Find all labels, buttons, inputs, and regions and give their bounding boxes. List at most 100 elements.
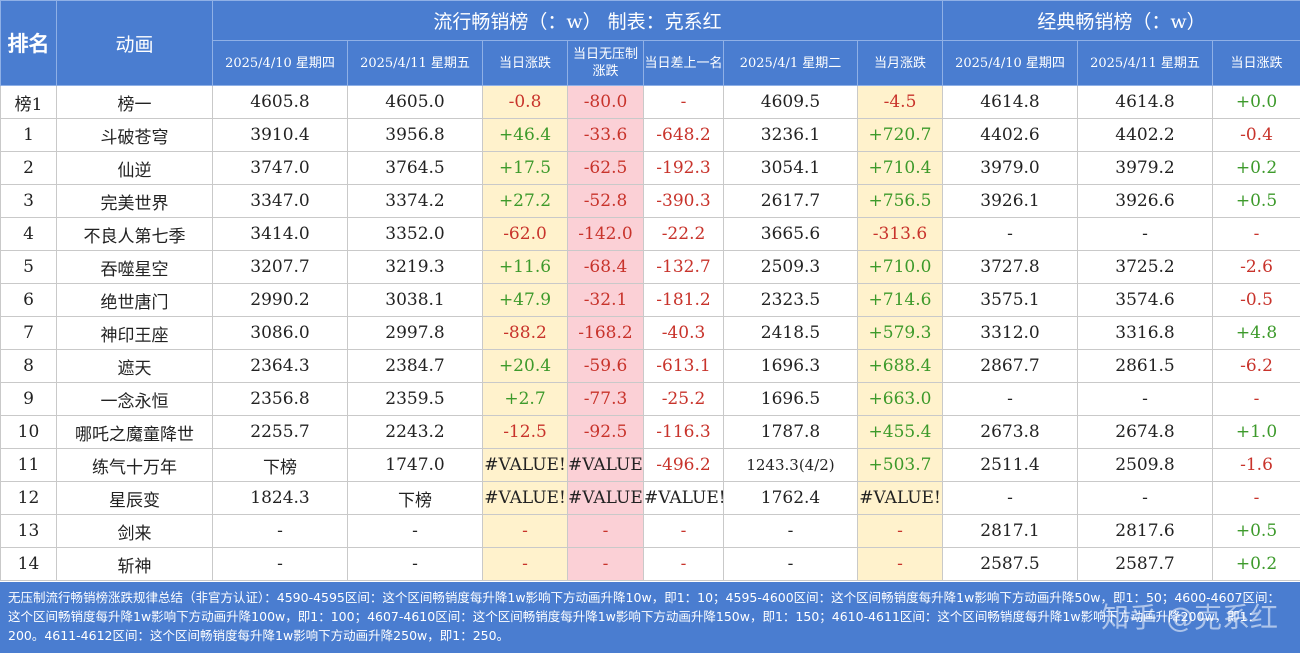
table-cell: -	[942, 382, 1079, 416]
table-cell: -	[482, 547, 568, 581]
table-cell: 4614.8	[1077, 85, 1214, 119]
table-cell: -	[1212, 481, 1300, 515]
table-cell: -33.6	[567, 118, 644, 152]
table-cell: -	[1212, 382, 1300, 416]
table-cell: 2323.5	[723, 283, 858, 317]
table-cell: 3352.0	[347, 217, 483, 251]
table-cell: -496.2	[643, 448, 724, 482]
table-cell: -	[1077, 382, 1214, 416]
table-cell: -	[567, 547, 644, 581]
table-cell: -	[643, 85, 724, 119]
table-cell: -	[942, 481, 1079, 515]
table-cell: -1.6	[1212, 448, 1300, 482]
table-cell: -	[856, 547, 944, 581]
table-cell: -62.5	[567, 151, 644, 185]
table-cell: 斩神	[56, 547, 213, 581]
table-cell: -68.4	[567, 250, 644, 284]
header-cell: 2025/4/11 星期五	[1077, 40, 1214, 86]
table-cell: 12	[0, 481, 57, 515]
table-cell: 3207.7	[212, 250, 348, 284]
table-cell: -52.8	[567, 184, 644, 218]
table-cell: 遮天	[56, 349, 213, 383]
table-cell: 2674.8	[1077, 415, 1214, 449]
table-cell: 7	[0, 316, 57, 350]
table-cell: 1696.5	[723, 382, 858, 416]
table-cell: +503.7	[856, 448, 944, 482]
table-cell: 2997.8	[347, 316, 483, 350]
table-row: 3 完美世界 3347.0 3374.2 +27.2 -52.8 -390.3 2617.7 +…	[0, 184, 1300, 218]
table-cell: 神印王座	[56, 316, 213, 350]
table-cell: 3086.0	[212, 316, 348, 350]
table-cell: 13	[0, 514, 57, 548]
table-cell: 3347.0	[212, 184, 348, 218]
table-cell: 4609.5	[723, 85, 858, 119]
table-cell: 2511.4	[942, 448, 1079, 482]
table-cell: 2861.5	[1077, 349, 1214, 383]
table-cell: 3665.6	[723, 217, 858, 251]
table-cell: +455.4	[856, 415, 944, 449]
table-cell: 星辰变	[56, 481, 213, 515]
table-cell: -6.2	[1212, 349, 1300, 383]
table-cell: -12.5	[482, 415, 568, 449]
table-cell: 2817.6	[1077, 514, 1214, 548]
table-cell: 完美世界	[56, 184, 213, 218]
table-cell: 1747.0	[347, 448, 483, 482]
table-cell: 1243.3(4/2)	[723, 448, 858, 482]
table-cell: #VALUE!	[482, 481, 568, 515]
table-cell: -22.2	[643, 217, 724, 251]
table-cell: 3764.5	[347, 151, 483, 185]
table-cell: +756.5	[856, 184, 944, 218]
table-cell: -	[347, 547, 483, 581]
table-cell: +11.6	[482, 250, 568, 284]
table-cell: -168.2	[567, 316, 644, 350]
table-cell: 3038.1	[347, 283, 483, 317]
table-cell: 哪吒之魔童降世	[56, 415, 213, 449]
table-cell: 1787.8	[723, 415, 858, 449]
table-cell: -	[1212, 217, 1300, 251]
table-cell: -	[1077, 217, 1214, 251]
table-cell: 2418.5	[723, 316, 858, 350]
table-cell: 4	[0, 217, 57, 251]
table-cell: 3054.1	[723, 151, 858, 185]
header-cell: 排名	[0, 0, 57, 86]
table-cell: 10	[0, 415, 57, 449]
table-cell: +579.3	[856, 316, 944, 350]
table-row: 4 不良人第七季 3414.0 3352.0 -62.0 -142.0 -22.2 3665.…	[0, 217, 1300, 251]
table-row: 14 斩神 - - - - - - -2587.5 2587.7 +0.2	[0, 547, 1300, 581]
table-row: 10 哪吒之魔童降世 2255.7 2243.2 -12.5 -92.5 -116.3 178…	[0, 415, 1300, 449]
table-cell: 1824.3	[212, 481, 348, 515]
table-cell: -25.2	[643, 382, 724, 416]
table-cell: +4.8	[1212, 316, 1300, 350]
header-cell: 当日涨跌	[1212, 40, 1300, 86]
table-cell: +0.2	[1212, 151, 1300, 185]
header-cell: 2025/4/11 星期五	[347, 40, 483, 86]
table-cell: +688.4	[856, 349, 944, 383]
table-cell: -2.6	[1212, 250, 1300, 284]
header-cell: 当月涨跌	[856, 40, 944, 86]
table-cell: -	[482, 514, 568, 548]
table-cell: -	[212, 547, 348, 581]
table-cell: 3374.2	[347, 184, 483, 218]
table-cell: -40.3	[643, 316, 724, 350]
header-cell: 2025/4/10 星期四	[942, 40, 1079, 86]
table-row: 5 吞噬星空 3207.7 3219.3 +11.6 -68.4 -132.7 2509.3 +…	[0, 250, 1300, 284]
table-cell: #VALUE!	[482, 448, 568, 482]
table-cell: 9	[0, 382, 57, 416]
table-cell: 2364.3	[212, 349, 348, 383]
table-cell: 3727.8	[942, 250, 1079, 284]
table-cell: +663.0	[856, 382, 944, 416]
header-cell: 2025/4/1 星期二	[723, 40, 858, 86]
table-cell: +17.5	[482, 151, 568, 185]
table-cell: 2990.2	[212, 283, 348, 317]
table-cell: 5	[0, 250, 57, 284]
header-cell: 当日差上一名	[643, 40, 724, 86]
table-cell: -613.1	[643, 349, 724, 383]
table-cell: 3414.0	[212, 217, 348, 251]
table-cell: 2587.7	[1077, 547, 1214, 581]
table-row: 榜1 榜一 4605.8 4605.0 -0.8 -80.0-4609.5 -4.5 4614…	[0, 85, 1300, 119]
table-cell: +714.6	[856, 283, 944, 317]
table-cell: 1762.4	[723, 481, 858, 515]
table-cell: 一念永恒	[56, 382, 213, 416]
table-cell: 3910.4	[212, 118, 348, 152]
